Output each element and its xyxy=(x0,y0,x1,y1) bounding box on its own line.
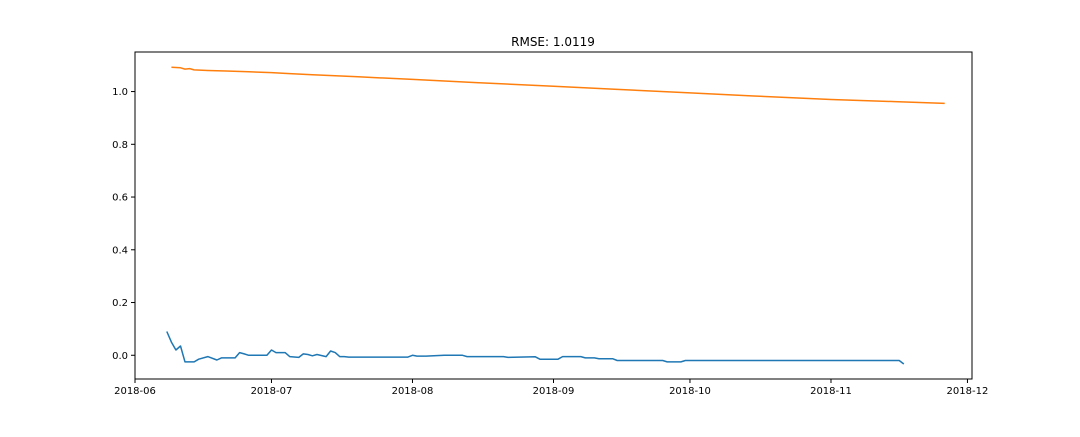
x-tick-label: 2018-08 xyxy=(392,386,434,397)
x-tick-label: 2018-11 xyxy=(810,386,852,397)
x-tick-label: 2018-12 xyxy=(947,386,989,397)
y-tick-label: 0.2 xyxy=(112,298,128,309)
chart-title: RMSE: 1.0119 xyxy=(511,35,595,49)
y-tick-label: 0.8 xyxy=(112,140,128,151)
series-line-2 xyxy=(171,66,945,105)
plot-area xyxy=(166,66,945,365)
axis-ticks: 2018-06 2018-07 2018-08 2018-09 2018-10 2018-… xyxy=(112,87,988,397)
x-tick-label: 2018-06 xyxy=(114,386,156,397)
series-line-1 xyxy=(166,331,905,365)
y-tick-label: 1.0 xyxy=(112,87,128,98)
x-tick-label: 2018-10 xyxy=(669,386,711,397)
x-tick-label: 2018-07 xyxy=(251,386,293,397)
y-tick-label: 0.0 xyxy=(112,351,128,362)
x-tick-label: 2018-09 xyxy=(533,386,575,397)
y-tick-label: 0.6 xyxy=(112,193,128,204)
axes-frame xyxy=(134,51,973,380)
y-tick-label: 0.4 xyxy=(112,245,128,256)
